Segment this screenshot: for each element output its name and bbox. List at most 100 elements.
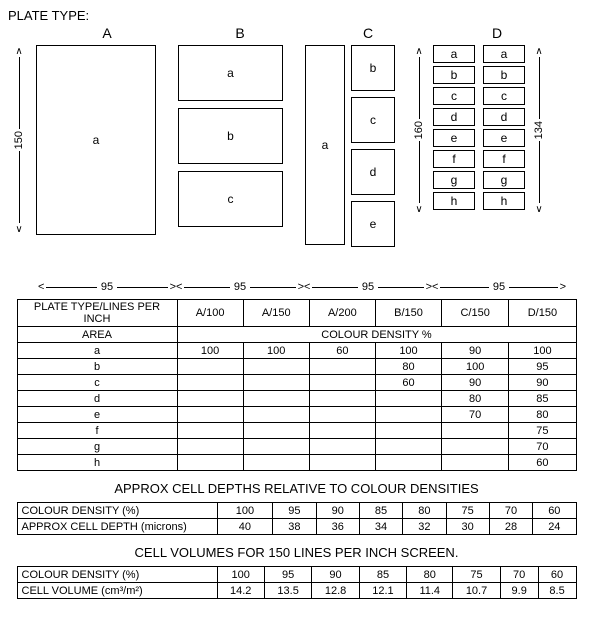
plate-d-c2-h: h (483, 192, 525, 210)
plate-a-cell-a: a (36, 45, 156, 235)
value-cell: 70 (489, 503, 532, 519)
value-cell (177, 359, 243, 375)
plate-d-c2-g: g (483, 171, 525, 189)
cell-volume-table: COLOUR DENSITY (%)10095908580757060CELL … (17, 566, 577, 599)
plate-d-c1-e: e (433, 129, 475, 147)
table-row: f75 (17, 423, 576, 439)
th-density: COLOUR DENSITY % (177, 327, 576, 343)
value-cell: 100 (217, 567, 264, 583)
value-cell: 100 (509, 343, 576, 359)
value-cell (309, 375, 375, 391)
value-cell: 80 (442, 391, 509, 407)
value-cell: 12.1 (359, 583, 406, 599)
value-cell: 90 (509, 375, 576, 391)
plate-d-col1: a b c d e f g h (433, 45, 475, 210)
value-cell: 60 (509, 455, 576, 471)
col-label-d: D (432, 25, 562, 41)
plate-c-right-e: e (351, 201, 395, 247)
plate-d-c1-h: h (433, 192, 475, 210)
value-cell (177, 423, 243, 439)
header-label: PLATE TYPE: (8, 8, 585, 23)
arrow-down-icon (415, 203, 422, 215)
dim-d-160-value: 160 (413, 119, 425, 141)
value-cell (243, 423, 309, 439)
col-label-a: A (38, 25, 176, 41)
plate-c-group: a b c d e (305, 45, 395, 247)
value-cell (375, 439, 441, 455)
value-cell (442, 455, 509, 471)
value-cell: 100 (243, 343, 309, 359)
value-cell: 60 (309, 343, 375, 359)
table-row: PLATE TYPE/LINES PER INCH A/100 A/150 A/… (17, 300, 576, 327)
value-cell: 10.7 (453, 583, 500, 599)
value-cell (375, 407, 441, 423)
table-row: COLOUR DENSITY (%)10095908580757060 (17, 503, 576, 519)
dim-d-134: 134 (529, 45, 549, 215)
arrow-up-icon (535, 45, 542, 57)
plate-d-c1-f: f (433, 150, 475, 168)
density-table: PLATE TYPE/LINES PER INCH A/100 A/150 A/… (17, 299, 577, 471)
value-cell (177, 407, 243, 423)
dim-d-134-value: 134 (533, 119, 545, 141)
table-row: g70 (17, 439, 576, 455)
dim-left-150: 150 (8, 45, 30, 235)
plate-c-right-b: b (351, 45, 395, 91)
row-label: APPROX CELL DEPTH (microns) (17, 519, 217, 535)
plate-d-c2-b: b (483, 66, 525, 84)
value-cell: 90 (312, 567, 359, 583)
title-cell-depths: APPROX CELL DEPTHS RELATIVE TO COLOUR DE… (8, 481, 585, 496)
arrow-up-icon (15, 45, 22, 57)
value-cell (177, 455, 243, 471)
value-cell: 75 (453, 567, 500, 583)
value-cell (309, 439, 375, 455)
plate-d-c2-d: d (483, 108, 525, 126)
value-cell: 75 (446, 503, 489, 519)
value-cell (309, 407, 375, 423)
value-cell (243, 455, 309, 471)
plate-d-c2-c: c (483, 87, 525, 105)
value-cell: 90 (442, 343, 509, 359)
plate-d-c2-e: e (483, 129, 525, 147)
value-cell: 40 (217, 519, 273, 535)
table-row: d8085 (17, 391, 576, 407)
arrow-up-icon (415, 45, 422, 57)
value-cell: 100 (177, 343, 243, 359)
plate-d-group: a b c d e f g h a b c d e f g h (433, 45, 525, 210)
table-row: e7080 (17, 407, 576, 423)
table-row: b8010095 (17, 359, 576, 375)
width-dim-a: <95> (38, 281, 176, 293)
value-cell: 100 (442, 359, 509, 375)
area-cell: f (17, 423, 177, 439)
value-cell: 24 (533, 519, 576, 535)
value-cell: 95 (509, 359, 576, 375)
value-cell (243, 439, 309, 455)
plate-b-group: a b c (178, 45, 283, 227)
value-cell: 85 (509, 391, 576, 407)
plate-a-group: a (36, 45, 156, 235)
table-row: APPROX CELL DEPTH (microns)4038363432302… (17, 519, 576, 535)
th-c150: C/150 (442, 300, 509, 327)
th-a100: A/100 (177, 300, 243, 327)
width-dims-row: <95> <95> <95> <95> (38, 281, 585, 293)
table-row: CELL VOLUME (cm³/m²)14.213.512.812.111.4… (17, 583, 576, 599)
plate-d-c1-c: c (433, 87, 475, 105)
plate-d-c2-f: f (483, 150, 525, 168)
plate-c-left: a (305, 45, 345, 245)
value-cell: 11.4 (407, 583, 453, 599)
th-plate-type: PLATE TYPE/LINES PER INCH (17, 300, 177, 327)
value-cell: 90 (442, 375, 509, 391)
value-cell: 100 (217, 503, 273, 519)
dim-d-160: 160 (409, 45, 429, 215)
column-labels-row: A B C D (38, 25, 585, 41)
value-cell: 70 (442, 407, 509, 423)
col-label-b: B (176, 25, 304, 41)
area-cell: c (17, 375, 177, 391)
arrow-down-icon (535, 203, 542, 215)
value-cell: 90 (316, 503, 359, 519)
area-cell: e (17, 407, 177, 423)
th-b150: B/150 (375, 300, 441, 327)
plate-b-cell-a: a (178, 45, 283, 101)
plate-d-col2: a b c d e f g h (483, 45, 525, 210)
value-cell: 34 (359, 519, 402, 535)
plates-diagram: 150 a a b c a b c d e 160 a b c d (8, 45, 585, 275)
